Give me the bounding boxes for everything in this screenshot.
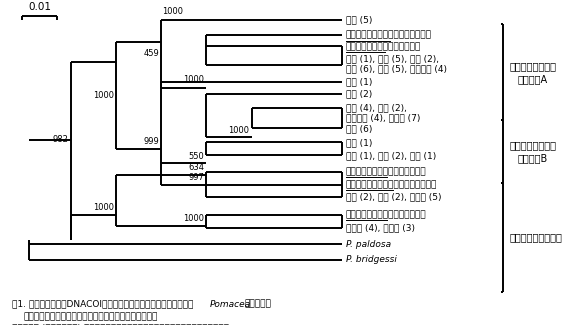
- Text: 熊本 (1): 熊本 (1): [346, 77, 372, 86]
- Text: 鳥取 (4), 広島 (2),: 鳥取 (4), 広島 (2),: [346, 103, 407, 112]
- Text: 奈良 (1), 兵庫 (5), 愛媛 (2),: 奈良 (1), 兵庫 (5), 愛媛 (2),: [346, 55, 438, 64]
- Text: 奈良 (1), 愛媛 (2), 熊本 (1): 奈良 (1), 愛媛 (2), 熊本 (1): [346, 151, 436, 160]
- Text: ラブラタリンゴガイ（アメリカ）: ラブラタリンゴガイ（アメリカ）: [346, 167, 426, 176]
- Text: スクミリンゴガイ（アルゼンチン）: スクミリンゴガイ（アルゼンチン）: [346, 30, 432, 39]
- Text: 999: 999: [143, 136, 159, 146]
- Text: 1000: 1000: [162, 6, 183, 16]
- Text: 982: 982: [53, 135, 68, 144]
- Text: 1000: 1000: [183, 75, 204, 84]
- Text: 459: 459: [143, 49, 159, 58]
- Text: スクミリンゴガイ
グループB: スクミリンゴガイ グループB: [509, 140, 556, 163]
- Text: 佐賀 (6), 熊本 (5), 沖縄本島 (4): 佐賀 (6), 熊本 (5), 沖縄本島 (4): [346, 64, 447, 73]
- Text: 1000: 1000: [93, 91, 114, 100]
- Text: 下線部は既知情報。図中の数値はブートストラップ値。: 下線部は既知情報。図中の数値はブートストラップ値。: [23, 312, 158, 321]
- Text: 1000: 1000: [93, 203, 114, 212]
- Text: 石垣島 (4), 西表島 (3): 石垣島 (4), 西表島 (3): [346, 224, 415, 233]
- Text: 634: 634: [188, 162, 204, 172]
- Text: 550: 550: [188, 152, 204, 161]
- Text: Pomacea: Pomacea: [210, 300, 251, 309]
- Text: 1000: 1000: [183, 214, 204, 223]
- Text: 静岡 (6): 静岡 (6): [346, 124, 372, 133]
- Text: スクミリンゴガイ（アメリカ）: スクミリンゴガイ（アメリカ）: [346, 42, 421, 51]
- Text: 地域は県名 (沖縄県は島名) を示す。地域名後方のカッコ内の数値は分析個体数を表す。: 地域は県名 (沖縄県は島名) を示す。地域名後方のカッコ内の数値は分析個体数を表…: [12, 323, 229, 325]
- Text: ラブラタリンゴガイ: ラブラタリンゴガイ: [509, 232, 562, 242]
- Text: P. paldosa: P. paldosa: [346, 240, 391, 249]
- Text: スクミリンゴガイ
グループA: スクミリンゴガイ グループA: [509, 61, 556, 84]
- Text: ラブラタリンゴガイ（ブラジル）: ラブラタリンゴガイ（ブラジル）: [346, 210, 426, 219]
- Text: 伊平屋島 (4), 石垣島 (7): 伊平屋島 (4), 石垣島 (7): [346, 113, 420, 122]
- Text: P. bridgessi: P. bridgessi: [346, 255, 397, 265]
- Text: 0.01: 0.01: [28, 2, 51, 12]
- Text: 図1. ミトコンドリアDNACOI領域の塩基配列情報に基づく、国内の: 図1. ミトコンドリアDNACOI領域の塩基配列情報に基づく、国内の: [12, 300, 193, 309]
- Text: 茨城 (5): 茨城 (5): [346, 15, 372, 24]
- Text: 静岡 (2), 広島 (2), 石垣島 (5): 静岡 (2), 広島 (2), 石垣島 (5): [346, 193, 441, 202]
- Text: 属の系統樹: 属の系統樹: [245, 300, 271, 309]
- Text: ラブラタリンゴガイ（アルゼンチン）: ラブラタリンゴガイ（アルゼンチン）: [346, 180, 437, 189]
- Text: 熊本 (2): 熊本 (2): [346, 90, 372, 99]
- Text: 997: 997: [188, 173, 204, 182]
- Text: 1000: 1000: [229, 126, 249, 135]
- Text: 鳥取 (1): 鳥取 (1): [346, 138, 372, 147]
